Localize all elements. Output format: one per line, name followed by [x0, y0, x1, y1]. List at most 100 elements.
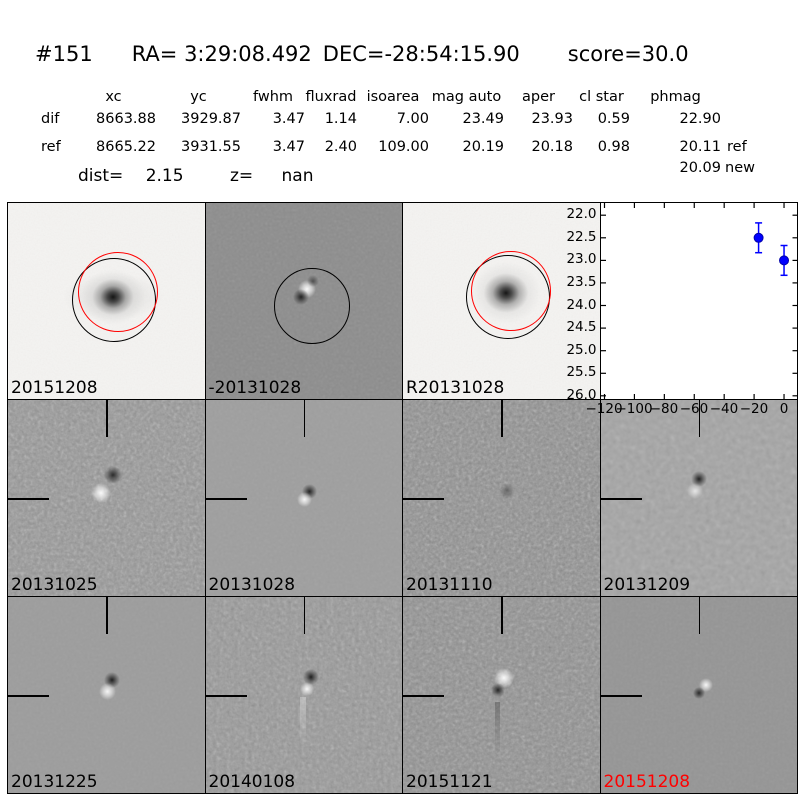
dist-z-line: dist= 2.15 z= nan — [78, 166, 314, 186]
blob-dark — [103, 466, 123, 484]
phmag-new-line: 20.09 new — [41, 160, 755, 176]
ref-aper: 20.18 — [531, 139, 573, 155]
crosshair-top-tick — [303, 400, 306, 437]
col-header-cl-star: cl star — [579, 89, 624, 105]
dist-value: 2.15 — [145, 166, 184, 186]
table-header-row: xc yc fwhm fluxrad isoarea mag auto aper… — [41, 89, 771, 106]
cutout-panel-20151121: 20151121 — [403, 597, 600, 793]
col-header-fwhm: fwhm — [252, 89, 294, 105]
ref-cl-star: 0.98 — [597, 139, 630, 155]
page-title: #151 RA= 3:29:08.492 DEC=-28:54:15.90 sc… — [35, 42, 689, 66]
dif-phmag-suffix — [721, 111, 771, 128]
dif-phmag: 22.90 — [679, 111, 721, 127]
crosshair-top-tick — [698, 597, 701, 634]
crosshair-left-tick — [8, 695, 49, 697]
new-phmag: 20.09 — [679, 160, 721, 176]
aperture-circle-red — [471, 251, 551, 331]
z-label: z= — [229, 166, 254, 186]
cutout-panel-new-20151208: 20151208 — [8, 203, 205, 399]
ref-phmag: 20.11 — [679, 139, 721, 155]
col-header-mag-auto: mag auto — [431, 89, 502, 105]
crosshair-left-tick — [600, 498, 642, 500]
blob-dark — [692, 687, 705, 699]
blob-bright — [297, 682, 316, 696]
col-header-isoarea: isoarea — [366, 89, 420, 105]
dif-fwhm: 3.47 — [272, 111, 305, 127]
ref-mag-auto: 20.19 — [462, 139, 504, 155]
crosshair-top-tick — [106, 597, 108, 634]
cutout-panel-20131110: 20131110 — [403, 400, 600, 596]
cutout-panel-20131028: 20131028 — [205, 400, 402, 596]
ref-phmag-suffix: ref — [727, 139, 747, 155]
y-tick-label: 22.0 — [566, 206, 597, 223]
ra-value: RA= 3:29:08.492 — [131, 42, 312, 66]
ref-fwhm: 3.47 — [272, 139, 305, 155]
col-header-xc: xc — [105, 89, 122, 105]
x-tick-label: −80 — [649, 401, 679, 417]
data-points — [753, 222, 789, 277]
x-tick-label: −20 — [739, 401, 769, 417]
dec-value: DEC=-28:54:15.90 — [322, 42, 520, 66]
table-row-dif: dif 8663.88 3929.87 3.47 1.14 7.00 23.49… — [41, 111, 771, 128]
lightcurve-canvas — [600, 203, 797, 399]
y-tick-label: 22.5 — [566, 228, 597, 245]
cutout-panel-20131209: 20131209 — [600, 400, 797, 596]
blob-bright — [296, 492, 312, 507]
dif-cl-star: 0.59 — [597, 111, 630, 127]
crosshair-left-tick — [403, 695, 444, 697]
aperture-circle-black — [273, 268, 350, 344]
ref-isoarea: 109.00 — [378, 139, 429, 155]
crosshair-left-tick — [600, 695, 642, 697]
cutout-date-label: 20140108 — [208, 772, 296, 792]
y-tick-label: 24.0 — [566, 296, 597, 313]
dist-label: dist= — [78, 166, 124, 186]
dif-xc: 8663.88 — [96, 111, 156, 127]
cutout-date-label: 20131110 — [406, 575, 493, 595]
y-tick-label: 23.5 — [566, 273, 597, 290]
score-value: score=30.0 — [567, 42, 689, 66]
blob-dark — [489, 683, 507, 697]
ref-yc: 3931.55 — [181, 139, 241, 155]
y-tick-label: 24.5 — [566, 319, 597, 336]
lightcurve-plot: −120 −100 −80 −60 −40 −20 0 22.0 22.5 23.0 23.5 24.… — [566, 203, 797, 417]
cutout-date-label: 20131025 — [11, 575, 98, 595]
cutout-panel-20131025: 20131025 — [8, 400, 205, 596]
aperture-circle-red — [78, 252, 158, 332]
col-header-fluxrad: fluxrad — [305, 89, 357, 105]
dif-fluxrad: 1.14 — [324, 111, 357, 127]
y-tick-label: 26.0 — [566, 386, 597, 403]
crosshair-top-tick — [501, 400, 503, 437]
y-tick-label: 25.5 — [566, 364, 597, 381]
candidate-id: #151 — [35, 42, 93, 66]
row-label-ref: ref — [41, 139, 61, 155]
blob-bright — [99, 683, 116, 700]
dif-yc: 3929.87 — [181, 111, 241, 127]
y-tick-label: 25.0 — [566, 341, 597, 358]
crosshair-top-tick — [303, 597, 306, 634]
x-tick-label: −120 — [585, 401, 623, 417]
dark-streak — [495, 702, 500, 757]
cutout-panel-20140108: 20140108 — [205, 597, 402, 793]
col-header-aper: aper — [522, 89, 555, 105]
cutout-date-label-current: 20151208 — [603, 772, 691, 792]
cutout-date-label: -20131028 — [208, 378, 302, 398]
cutout-panel-diff-20131028: -20131028 — [205, 203, 402, 399]
blob-bright — [683, 483, 706, 499]
cutout-panel-20131225: 20131225 — [8, 597, 205, 793]
row-label-dif: dif — [41, 111, 60, 127]
new-phmag-suffix: new — [725, 160, 755, 176]
x-tick-label: 0 — [779, 401, 789, 417]
crosshair-left-tick — [205, 498, 247, 500]
dif-aper: 23.93 — [531, 111, 573, 127]
cutout-panel-ref-20131028: R20131028 — [403, 203, 600, 399]
ref-xc: 8665.22 — [96, 139, 156, 155]
x-tick-label: −100 — [615, 401, 653, 417]
y-tick-label: 23.0 — [566, 251, 597, 268]
cutout-panel-20151208-current: 20151208 — [600, 597, 797, 793]
crosshair-top-tick — [106, 400, 108, 437]
col-header-yc: yc — [190, 89, 207, 105]
crosshair-left-tick — [403, 498, 444, 500]
cutout-grid: 20151208 -20131028 R20131028 −120 −100 −80… — [7, 202, 798, 794]
x-tick-label: −40 — [709, 401, 739, 417]
z-value: nan — [281, 166, 314, 186]
